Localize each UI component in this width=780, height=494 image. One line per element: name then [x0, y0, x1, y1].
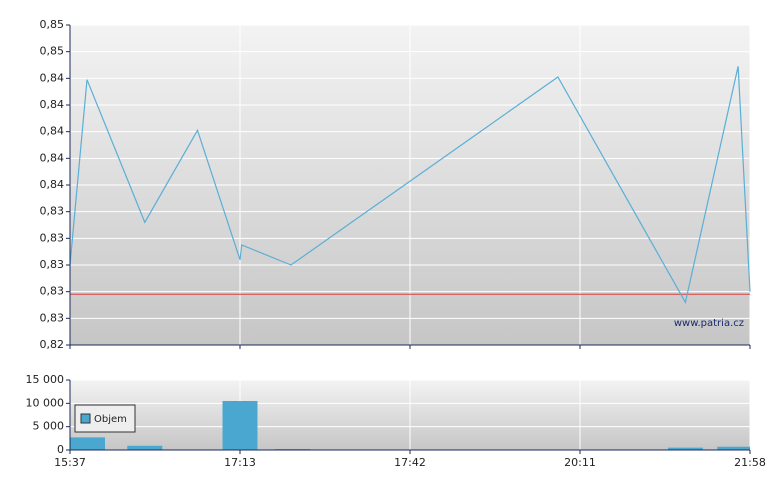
x-tick-label: 17:13	[224, 456, 256, 469]
watermark: www.patria.cz	[674, 318, 744, 329]
y-tick-label: 0,85	[40, 45, 65, 58]
volume-bar	[127, 445, 163, 450]
y-tick-label: 0,83	[40, 205, 65, 218]
y-tick-label: 0,83	[40, 231, 65, 244]
y-tick-label: 10 000	[26, 396, 65, 409]
y-tick-label: 0,84	[40, 98, 65, 111]
volume-bar	[222, 401, 258, 450]
y-tick-label: 0,83	[40, 311, 65, 324]
price-line	[69, 66, 751, 304]
y-tick-label: 0,84	[40, 151, 65, 164]
volume-bar	[70, 437, 106, 450]
volume-bar	[717, 446, 750, 450]
x-tick-label: 21:58	[734, 456, 766, 469]
x-tick-label: 20:11	[564, 456, 596, 469]
legend: Objem	[74, 404, 136, 433]
y-tick-label: 5 000	[33, 420, 65, 433]
y-tick-label: 0,84	[40, 125, 65, 138]
y-tick-label: 0,83	[40, 285, 65, 298]
y-tick-label: 0,84	[40, 71, 65, 84]
y-tick-label: 0,84	[40, 178, 65, 191]
volume-bar	[667, 447, 703, 450]
x-tick-label: 15:37	[54, 456, 86, 469]
y-tick-label: 0,85	[40, 18, 65, 31]
legend-label: Objem	[94, 414, 127, 425]
legend-swatch	[80, 413, 91, 424]
y-tick-label: 0,83	[40, 258, 65, 271]
y-tick-label: 0	[57, 443, 64, 456]
y-tick-label: 0,82	[40, 338, 65, 351]
y-tick-label: 15 000	[26, 373, 65, 386]
x-tick-label: 17:42	[394, 456, 426, 469]
